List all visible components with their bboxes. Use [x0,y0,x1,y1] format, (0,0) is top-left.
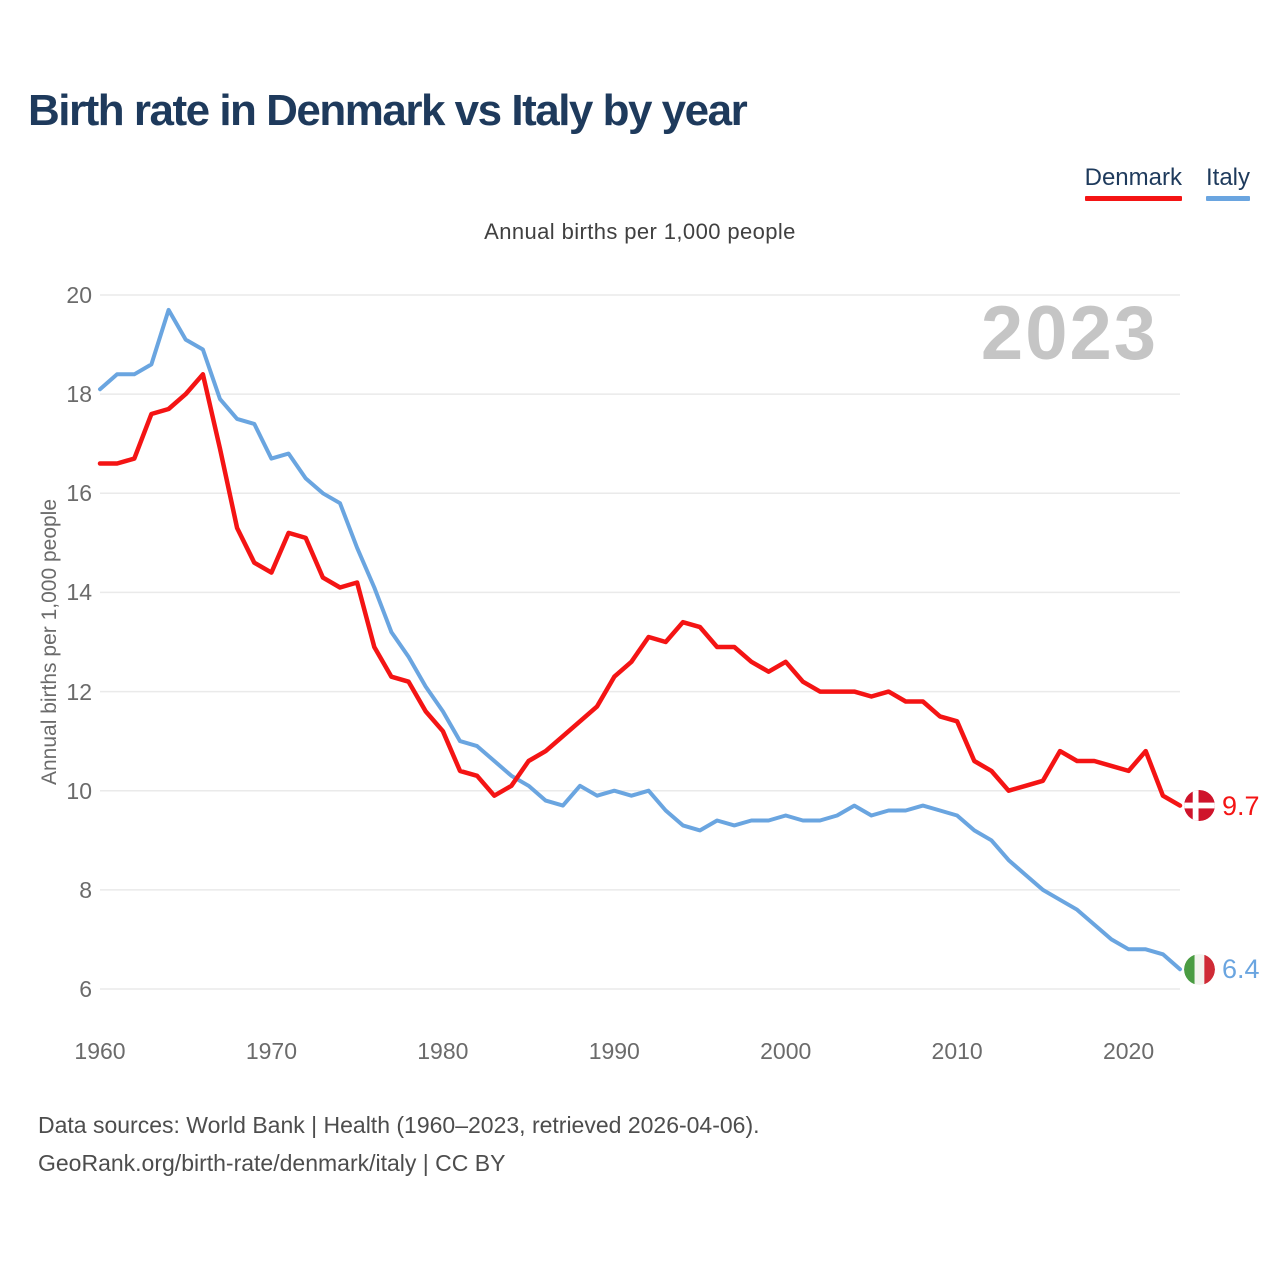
y-tick-label-18: 18 [66,381,92,408]
denmark-flag-icon [1184,790,1215,822]
end-value-italy: 6.4 [1222,954,1260,985]
year-watermark: 2023 [980,291,1158,376]
legend: Denmark Italy [1084,164,1250,201]
y-tick-label-10: 10 [66,777,92,804]
y-tick-label-12: 12 [66,678,92,705]
x-tick-label-1970: 1970 [245,1038,297,1064]
legend-label-italy: Italy [1205,164,1250,191]
footer-attribution-line: GeoRank.org/birth-rate/denmark/italy | C… [38,1150,506,1176]
y-tick-label-16: 16 [66,480,92,507]
y-tick-label-20: 20 [66,282,92,308]
italy-flag-icon [1184,953,1215,985]
y-tick-label-6: 6 [79,976,92,1002]
x-tick-label-2010: 2010 [931,1038,983,1064]
x-tick-label-1960: 1960 [74,1038,126,1064]
page-title: Birth rate in Denmark vs Italy by year [28,86,748,135]
legend-item-denmark[interactable]: Denmark [1084,164,1182,201]
legend-underline-denmark [1084,196,1182,201]
y-axis-title: Annual births per 1,000 people [38,498,61,786]
y-tick-label-8: 8 [79,876,92,903]
end-label-italy: 6.4 [1184,953,1260,985]
x-tick-label-1990: 1990 [588,1038,640,1064]
line-denmark [97,372,1183,808]
legend-item-italy[interactable]: Italy [1205,164,1250,201]
legend-underline-italy [1205,196,1250,201]
end-label-denmark: 9.7 [1184,790,1260,822]
y-tick-label-14: 14 [66,579,92,606]
chart-subtitle: Annual births per 1,000 people [484,219,796,244]
footer-sources-line: Data sources: World Bank | Health (1960–… [38,1112,760,1138]
x-tick-label-2000: 2000 [760,1038,812,1064]
end-value-denmark: 9.7 [1222,790,1260,821]
line-italy [98,307,1182,972]
chart-footer: Data sources: World Bank | Health (1960–… [38,1106,760,1182]
x-tick-label-1980: 1980 [417,1038,469,1064]
legend-label-denmark: Denmark [1084,164,1182,191]
x-tick-label-2020: 2020 [1102,1038,1155,1064]
